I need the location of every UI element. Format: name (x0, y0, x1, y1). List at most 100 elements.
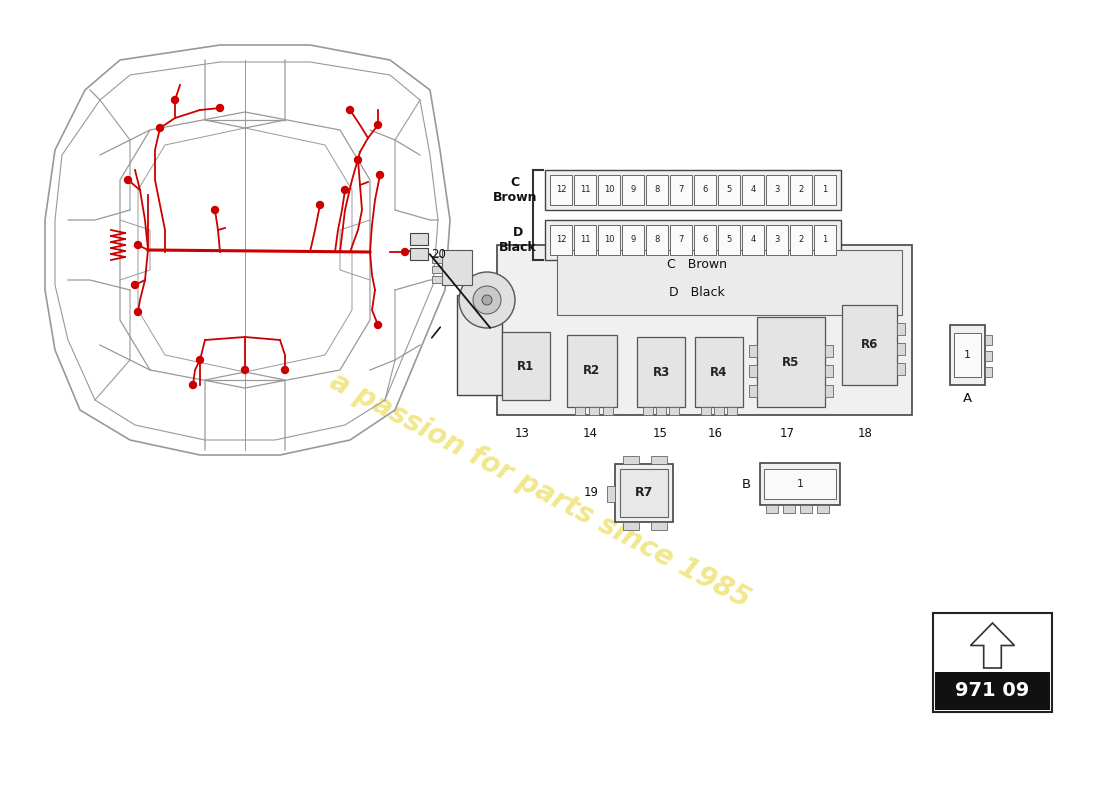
Bar (410, 233, 428, 245)
Bar (766, 225, 788, 255)
Bar (749, 365, 757, 377)
Text: 6: 6 (702, 235, 707, 245)
Text: 2: 2 (799, 186, 804, 194)
Bar (574, 225, 596, 255)
Bar (623, 456, 639, 464)
Text: 1: 1 (964, 350, 971, 360)
Bar (825, 365, 833, 377)
Bar (694, 175, 716, 205)
Circle shape (282, 366, 288, 374)
Circle shape (374, 122, 382, 129)
Bar (984, 351, 992, 361)
Circle shape (482, 295, 492, 305)
Bar (497, 245, 912, 415)
Text: 7: 7 (679, 235, 684, 245)
Bar (896, 323, 905, 335)
Text: D
Black: D Black (499, 226, 537, 254)
Bar (621, 175, 643, 205)
Bar (544, 220, 842, 260)
Text: a passion for parts since 1985: a passion for parts since 1985 (326, 367, 755, 613)
Text: 8: 8 (654, 186, 660, 194)
Bar (984, 367, 992, 377)
Text: 20: 20 (431, 249, 447, 262)
Bar (432, 276, 442, 283)
Bar (757, 317, 825, 407)
Circle shape (473, 286, 500, 314)
Circle shape (132, 282, 139, 289)
Circle shape (172, 97, 178, 103)
Bar (637, 337, 685, 407)
Bar (623, 522, 639, 530)
Text: 4: 4 (750, 235, 756, 245)
Bar (825, 345, 833, 357)
Text: C
Brown: C Brown (493, 176, 537, 204)
Bar (644, 407, 653, 415)
Text: 14: 14 (583, 427, 597, 440)
Bar (588, 407, 600, 415)
Text: 11: 11 (580, 186, 591, 194)
Bar (694, 225, 716, 255)
Bar (456, 295, 502, 395)
Bar (603, 407, 613, 415)
Bar (984, 335, 992, 345)
Bar (896, 363, 905, 375)
Bar (620, 469, 668, 517)
Bar (718, 175, 740, 205)
Text: R2: R2 (583, 365, 601, 378)
Bar (718, 225, 740, 255)
Text: 12: 12 (556, 235, 566, 245)
Text: R5: R5 (782, 355, 800, 369)
Bar (766, 505, 778, 513)
Circle shape (242, 366, 249, 374)
Text: R1: R1 (517, 359, 535, 373)
Bar (896, 343, 905, 355)
Text: 5: 5 (726, 186, 732, 194)
Text: 12: 12 (556, 186, 566, 194)
Text: 9: 9 (630, 186, 636, 194)
Text: 4: 4 (750, 186, 756, 194)
Bar (814, 225, 836, 255)
Bar (727, 407, 737, 415)
Bar (410, 248, 428, 260)
Bar (760, 463, 840, 505)
Bar (656, 407, 666, 415)
Bar (544, 170, 842, 210)
Bar (935, 672, 1050, 710)
Bar (950, 325, 984, 385)
Text: 1: 1 (796, 479, 803, 489)
Bar (742, 225, 764, 255)
Bar (646, 175, 668, 205)
Bar (783, 505, 795, 513)
Bar (651, 522, 667, 530)
Text: C   Brown: C Brown (667, 258, 727, 271)
Text: 9: 9 (630, 235, 636, 245)
Bar (550, 225, 572, 255)
Text: R7: R7 (635, 486, 653, 499)
Circle shape (156, 125, 164, 131)
Text: A: A (962, 393, 972, 406)
Bar (442, 250, 472, 285)
Bar (825, 385, 833, 397)
Bar (432, 256, 442, 263)
Polygon shape (970, 623, 1014, 668)
Circle shape (374, 322, 382, 329)
Bar (598, 175, 620, 205)
Bar (669, 407, 679, 415)
Bar (651, 456, 667, 464)
Text: 16: 16 (707, 427, 723, 440)
Bar (432, 266, 442, 273)
Text: 18: 18 (858, 427, 872, 440)
Text: R6: R6 (861, 338, 878, 351)
Bar (790, 175, 812, 205)
Circle shape (217, 105, 223, 111)
Bar (550, 175, 572, 205)
Circle shape (317, 202, 323, 209)
Text: R3: R3 (652, 366, 670, 378)
Circle shape (197, 357, 204, 363)
Bar (566, 335, 617, 407)
Bar (814, 175, 836, 205)
Circle shape (402, 249, 408, 255)
Text: 17: 17 (780, 427, 794, 440)
Circle shape (459, 272, 515, 328)
Circle shape (134, 309, 142, 315)
